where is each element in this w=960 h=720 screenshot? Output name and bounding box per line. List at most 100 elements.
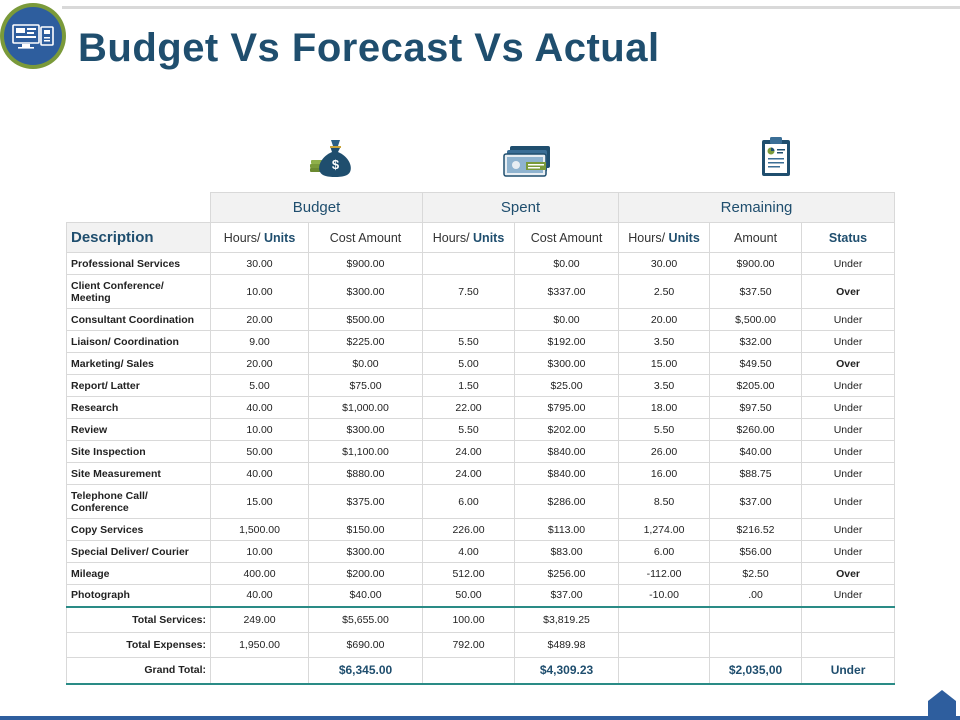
hours-label: Hours/: [628, 230, 669, 245]
cell-remaining-amount: $,500.00: [709, 308, 803, 331]
cell-budget-hours: 30.00: [210, 252, 309, 275]
cell-budget-cost: $150.00: [307, 518, 424, 541]
cell-remaining-hours: 18.00: [618, 396, 711, 419]
cell-remaining-amount: $900.00: [709, 252, 803, 275]
column-header-remaining-amount: Amount: [709, 222, 803, 253]
total-spent-hours: [422, 656, 516, 685]
cell-spent-hours: 24.00: [422, 462, 516, 485]
cell-budget-hours: 10.00: [210, 274, 309, 309]
table-body: Professional Services 30.00 $900.00 $0.00 30…: [66, 252, 896, 607]
cell-remaining-amount: $37.50: [709, 274, 803, 309]
cell-spent-cost: $202.00: [514, 418, 620, 441]
total-label: Total Expenses:: [66, 631, 211, 658]
cell-description: Telephone Call/ Conference: [66, 484, 211, 519]
cell-remaining-hours: 8.50: [618, 484, 711, 519]
cell-remaining-amount: $56.00: [709, 540, 803, 563]
cell-remaining-hours: -10.00: [618, 584, 711, 607]
table-row: Site Measurement 40.00 $880.00 24.00 $840.00…: [66, 462, 896, 485]
computer-dashboard-icon: [12, 24, 54, 49]
total-row: Total Expenses: 1,950.00 $690.00 792.00 $489…: [66, 631, 896, 658]
cell-budget-hours: 20.00: [210, 308, 309, 331]
cell-spent-cost: $192.00: [514, 330, 620, 353]
total-spent-hours: 100.00: [422, 605, 516, 633]
table-row: Research 40.00 $1,000.00 22.00 $795.00 18.00 $…: [66, 396, 896, 419]
cell-status: Under: [801, 518, 896, 541]
total-spent-cost: $489.98: [514, 631, 620, 658]
page-title: Budget Vs Forecast Vs Actual: [78, 26, 660, 70]
total-status: Under: [801, 656, 896, 685]
cell-remaining-hours: 2.50: [618, 274, 711, 309]
cell-description: Client Conference/ Meeting: [66, 274, 211, 309]
table-row: Photograph 40.00 $40.00 50.00 $37.00 -10.00.0…: [66, 584, 896, 607]
total-budget-hours: [210, 656, 309, 685]
cell-description: Report/ Latter: [66, 374, 211, 397]
cell-budget-hours: 40.00: [210, 396, 309, 419]
cell-remaining-amount: $32.00: [709, 330, 803, 353]
cell-spent-hours: [422, 252, 516, 275]
cell-spent-hours: 512.00: [422, 562, 516, 585]
cell-spent-cost: $113.00: [514, 518, 620, 541]
column-header-spent-cost: Cost Amount: [514, 222, 620, 253]
table-row: Site Inspection 50.00 $1,100.00 24.00 $840.0…: [66, 440, 896, 463]
column-header-status: Status: [801, 222, 896, 253]
total-label: Total Services:: [66, 605, 211, 633]
cell-description: Copy Services: [66, 518, 211, 541]
home-icon[interactable]: [927, 689, 957, 720]
cell-remaining-amount: $2.50: [709, 562, 803, 585]
column-header-row: Description Hours/ Units Cost Amount Hou…: [66, 222, 896, 253]
cell-budget-cost: $200.00: [307, 562, 424, 585]
cell-remaining-amount: $40.00: [709, 440, 803, 463]
cell-spent-hours: 1.50: [422, 374, 516, 397]
cell-budget-hours: 40.00: [210, 584, 309, 607]
money-bag-icon: $: [310, 140, 351, 177]
table-row: Client Conference/ Meeting 10.00 $300.00 7.…: [66, 274, 896, 309]
cell-spent-hours: 50.00: [422, 584, 516, 607]
cell-spent-hours: 22.00: [422, 396, 516, 419]
top-divider: [62, 6, 960, 9]
cell-status: Under: [801, 374, 896, 397]
group-header-budget: Budget: [209, 192, 424, 223]
cell-remaining-amount: $88.75: [709, 462, 803, 485]
cell-status: Under: [801, 440, 896, 463]
total-budget-hours: 1,950.00: [210, 631, 309, 658]
cell-budget-cost: $900.00: [307, 252, 424, 275]
cell-budget-cost: $300.00: [307, 274, 424, 309]
cell-budget-cost: $300.00: [307, 540, 424, 563]
cell-spent-cost: $25.00: [514, 374, 620, 397]
cell-spent-hours: 7.50: [422, 274, 516, 309]
cell-spent-cost: $795.00: [514, 396, 620, 419]
clipboard-report-icon: [762, 137, 790, 176]
total-spent-hours: 792.00: [422, 631, 516, 658]
cell-status: Over: [801, 562, 896, 585]
cell-spent-hours: 5.00: [422, 352, 516, 375]
group-header-spacer: [66, 192, 211, 223]
table-row: Telephone Call/ Conference 15.00 $375.00 6.…: [66, 484, 896, 519]
cell-remaining-hours: 16.00: [618, 462, 711, 485]
table-row: Copy Services 1,500.00 $150.00 226.00 $113.0…: [66, 518, 896, 541]
cell-description: Site Measurement: [66, 462, 211, 485]
cell-description: Consultant Coordination: [66, 308, 211, 331]
cell-remaining-hours: 5.50: [618, 418, 711, 441]
cell-status: Under: [801, 308, 896, 331]
cell-remaining-amount: $205.00: [709, 374, 803, 397]
cell-budget-hours: 15.00: [210, 484, 309, 519]
total-spent-cost: $3,819.25: [514, 605, 620, 633]
cell-budget-cost: $1,000.00: [307, 396, 424, 419]
cell-budget-hours: 400.00: [210, 562, 309, 585]
budget-table: Budget Spent Remaining Description Hours…: [66, 192, 896, 685]
table-row: Marketing/ Sales 20.00 $0.00 5.00 $300.00 15.…: [66, 352, 896, 375]
cash-stack-icon: [503, 146, 550, 177]
cell-spent-hours: [422, 308, 516, 331]
group-header-remaining: Remaining: [618, 192, 896, 223]
logo-badge: [0, 3, 66, 69]
cell-budget-hours: 5.00: [210, 374, 309, 397]
cell-description: Site Inspection: [66, 440, 211, 463]
total-budget-cost: $5,655.00: [307, 605, 424, 633]
cell-description: Research: [66, 396, 211, 419]
cell-status: Under: [801, 462, 896, 485]
cell-spent-hours: 24.00: [422, 440, 516, 463]
cell-spent-cost: $286.00: [514, 484, 620, 519]
cell-description: Liaison/ Coordination: [66, 330, 211, 353]
table-row: Mileage 400.00 $200.00 512.00 $256.00 -112.00…: [66, 562, 896, 585]
table-row: Review 10.00 $300.00 5.50 $202.00 5.50 $260.00…: [66, 418, 896, 441]
